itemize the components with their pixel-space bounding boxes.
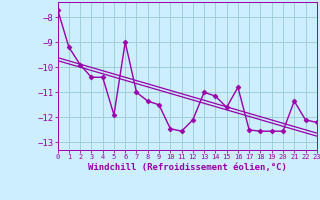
X-axis label: Windchill (Refroidissement éolien,°C): Windchill (Refroidissement éolien,°C) [88,163,287,172]
